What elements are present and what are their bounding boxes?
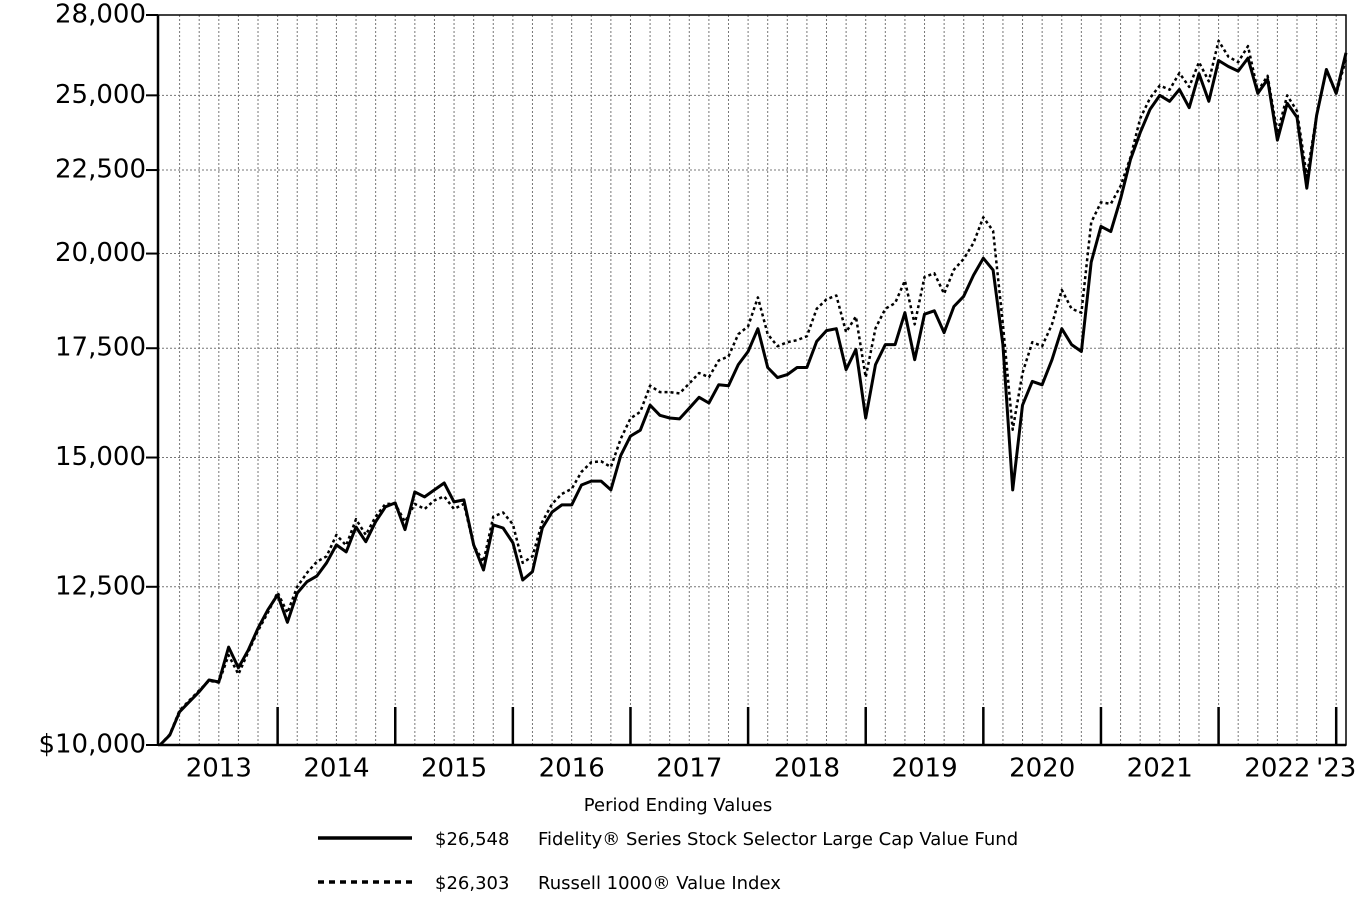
x-tick-label: 2013 [186,754,252,784]
legend-value: $26,548 [435,829,509,850]
y-tick-label: 20,000 [55,238,146,268]
y-tick-label: 17,500 [55,333,146,363]
series-line [159,39,1348,746]
x-tick-label: '23 [1316,754,1356,784]
x-tick-label: 2016 [539,754,605,784]
y-tick-label: 15,000 [55,442,146,472]
x-tick-label: 2018 [774,754,840,784]
legend-title: Period Ending Values [584,795,772,816]
y-tick-label: 22,500 [55,155,146,185]
x-tick-label: 2017 [656,754,722,784]
series-line [158,52,1348,747]
x-tick-label: 2015 [421,754,487,784]
y-tick-label: 25,000 [55,80,146,110]
x-tick-label: 2022 [1244,754,1310,784]
x-tick-label: 2020 [1009,754,1075,784]
y-tick-label: $10,000 [38,730,146,760]
x-tick-label: 2019 [891,754,957,784]
x-tick-label: 2014 [303,754,369,784]
legend-label: Russell 1000® Value Index [538,873,781,894]
y-tick-label: 28,000 [55,0,146,30]
legend-value: $26,303 [435,873,509,894]
legend-label: Fidelity® Series Stock Selector Large Ca… [538,829,1018,850]
y-tick-label: 12,500 [55,571,146,601]
x-tick-label: 2021 [1127,754,1193,784]
